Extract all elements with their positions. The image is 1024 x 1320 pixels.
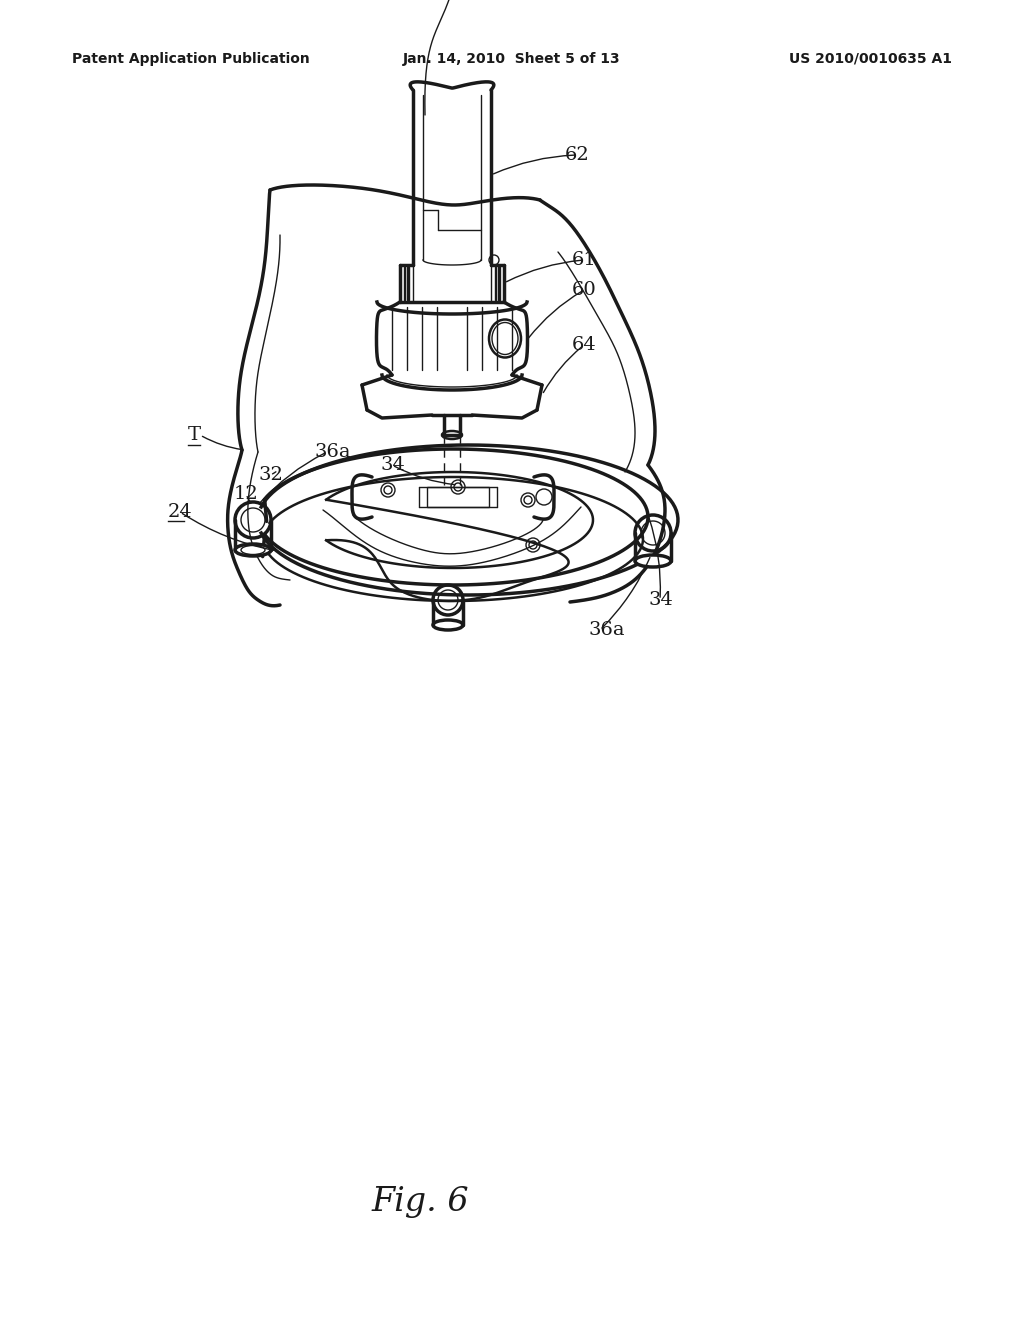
Text: 36a: 36a (315, 444, 351, 461)
Ellipse shape (234, 544, 271, 556)
Text: 12: 12 (234, 484, 259, 503)
Text: Jan. 14, 2010  Sheet 5 of 13: Jan. 14, 2010 Sheet 5 of 13 (403, 51, 621, 66)
Text: 64: 64 (572, 337, 597, 354)
Text: 24: 24 (168, 503, 193, 521)
Text: 61: 61 (572, 251, 597, 269)
Text: 36a: 36a (588, 620, 625, 639)
Text: 60: 60 (572, 281, 597, 300)
Ellipse shape (635, 554, 671, 568)
Text: T: T (188, 426, 201, 444)
Text: 34: 34 (380, 455, 404, 474)
Text: 34: 34 (648, 591, 673, 609)
Text: US 2010/0010635 A1: US 2010/0010635 A1 (790, 51, 952, 66)
Text: 32: 32 (258, 466, 283, 484)
Text: 62: 62 (565, 147, 590, 164)
Text: Fig. 6: Fig. 6 (371, 1185, 469, 1218)
Ellipse shape (433, 620, 463, 630)
Text: Patent Application Publication: Patent Application Publication (72, 51, 309, 66)
